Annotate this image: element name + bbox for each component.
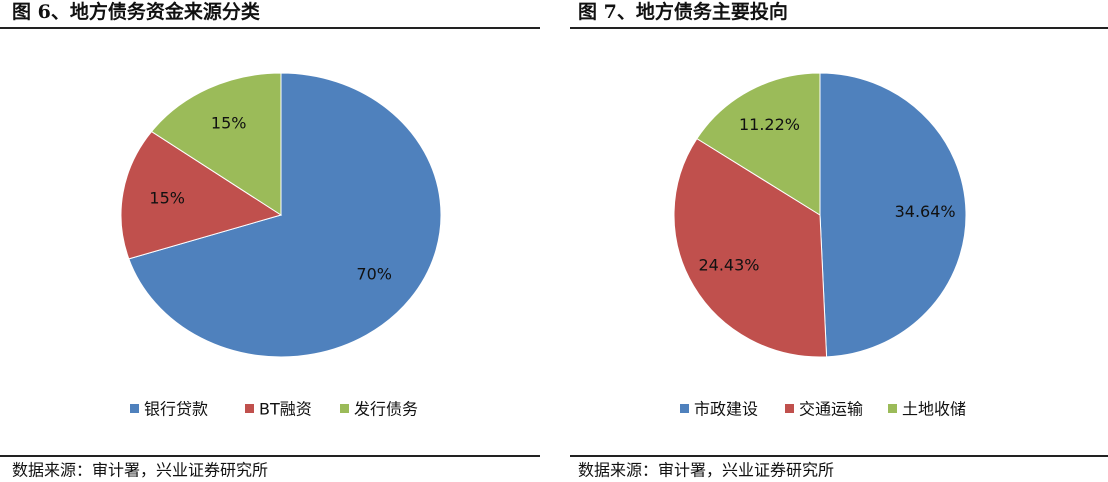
pie-slice [696, 72, 821, 216]
legend-marker [130, 404, 139, 413]
pie-slice [120, 130, 283, 260]
chart-title: 图 6、地方债务资金来源分类 [12, 0, 260, 23]
data-label: 70% [356, 265, 392, 284]
source-note: 数据来源：审计署，兴业证券研究所 [12, 461, 268, 480]
legend-label: 土地收储 [902, 400, 966, 419]
legend-label: 银行贷款 [144, 400, 208, 419]
data-label: 15% [211, 113, 247, 132]
legend-label: 市政建设 [694, 400, 758, 419]
legend-label: 交通运输 [799, 400, 863, 419]
data-label: 24.43% [698, 256, 759, 275]
chart-title: 图 7、地方债务主要投向 [578, 0, 788, 23]
pie-slice [819, 72, 967, 358]
legend-marker [888, 404, 897, 413]
legend-marker [785, 404, 794, 413]
data-label: 34.64% [895, 202, 956, 221]
pie-slice [673, 137, 828, 358]
source-note: 数据来源：审计署，兴业证券研究所 [578, 461, 834, 480]
legend-label: 发行债务 [354, 400, 418, 419]
legend-marker [245, 404, 254, 413]
data-label: 11.22% [739, 115, 800, 134]
legend-label: BT融资 [259, 400, 312, 419]
pie-slice [150, 72, 282, 216]
pie-slice [128, 72, 442, 358]
data-label: 15% [149, 189, 185, 208]
legend-marker [680, 404, 689, 413]
legend-marker [340, 404, 349, 413]
